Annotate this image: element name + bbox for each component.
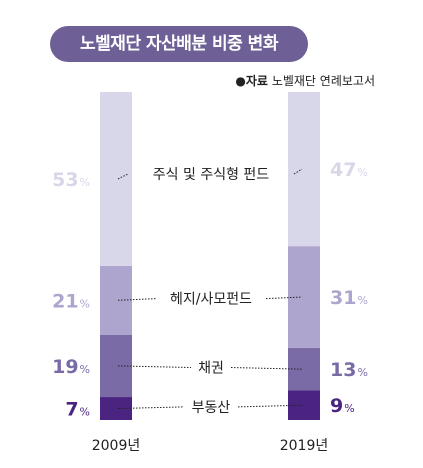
bar-segment-1-3 xyxy=(288,92,320,247)
value-label-2009-0: 7% xyxy=(65,399,90,421)
bar-segment-1-2 xyxy=(288,246,320,348)
value-label-2019-2: 31% xyxy=(330,287,368,309)
value-label-2009-3: 53% xyxy=(52,169,90,191)
series-label-0: 부동산 xyxy=(192,400,231,416)
category-label-0: 2009년 xyxy=(92,438,141,454)
bar-segment-0-1 xyxy=(100,334,132,398)
value-label-2019-1: 13% xyxy=(330,359,368,381)
leader-line-left-3 xyxy=(117,173,129,180)
bullet-icon: ● xyxy=(235,74,246,88)
series-label-1: 채권 xyxy=(198,361,224,377)
series-label-2: 헤지/사모펀드 xyxy=(170,292,252,308)
leader-line-left-2 xyxy=(117,298,157,301)
category-label-1: 2019년 xyxy=(280,438,329,454)
source-text: 노벨재단 연례보고서 xyxy=(271,74,375,88)
source-note: ●자료 노벨재단 연례보고서 xyxy=(235,72,375,89)
bar-segment-0-0 xyxy=(100,397,132,420)
leader-line-right-2 xyxy=(265,296,303,300)
value-label-2009-1: 19% xyxy=(52,356,90,378)
value-label-2019-0: 9% xyxy=(330,395,355,417)
value-label-2019-3: 47% xyxy=(330,159,368,181)
source-label: 자료 xyxy=(245,74,268,88)
value-label-2009-2: 21% xyxy=(52,290,90,312)
chart-title: 노벨재단 자산배분 비중 변화 xyxy=(50,26,308,62)
leader-line-left-0 xyxy=(117,406,185,410)
bar-segment-0-3 xyxy=(100,92,132,266)
bar-segment-0-2 xyxy=(100,265,132,335)
leader-line-left-1 xyxy=(117,365,192,369)
bar-segment-1-1 xyxy=(288,347,320,391)
series-label-3: 주식 및 주식형 펀드 xyxy=(153,167,270,183)
